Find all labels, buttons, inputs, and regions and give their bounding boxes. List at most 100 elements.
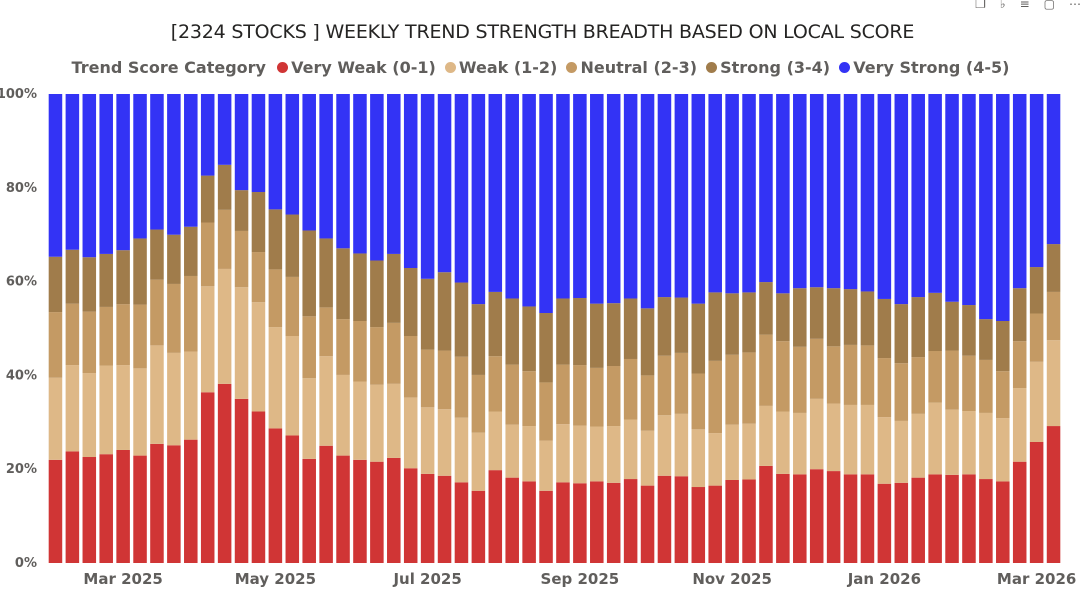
bar-segment[interactable] <box>167 94 181 235</box>
bar-segment[interactable] <box>1012 288 1027 342</box>
bar-segment[interactable] <box>200 175 215 223</box>
bar-segment[interactable] <box>437 94 452 273</box>
bar-segment[interactable] <box>539 382 553 441</box>
bar-segment[interactable] <box>776 411 790 474</box>
bar-segment[interactable] <box>979 319 993 360</box>
bar-segment[interactable] <box>234 287 249 399</box>
bar-segment[interactable] <box>793 288 807 347</box>
bar-segment[interactable] <box>1029 267 1044 314</box>
bar-segment[interactable] <box>657 415 672 476</box>
bar-segment[interactable] <box>48 256 63 313</box>
bar-segment[interactable] <box>928 292 942 352</box>
bar-segment[interactable] <box>251 411 266 563</box>
bar-segment[interactable] <box>150 229 164 280</box>
bar-segment[interactable] <box>945 409 959 475</box>
expand-icon[interactable]: ▢ <box>1043 0 1055 11</box>
bar-segment[interactable] <box>911 413 925 478</box>
bar-segment[interactable] <box>742 292 756 353</box>
bar-segment[interactable] <box>657 475 672 563</box>
bar-segment[interactable] <box>539 313 553 383</box>
bar-segment[interactable] <box>522 426 536 482</box>
bar-segment[interactable] <box>403 94 418 268</box>
bar-segment[interactable] <box>928 351 942 403</box>
bar-segment[interactable] <box>708 485 722 564</box>
bar-segment[interactable] <box>420 94 435 279</box>
bar-segment[interactable] <box>387 253 401 323</box>
bar-segment[interactable] <box>437 272 452 351</box>
bar-segment[interactable] <box>488 291 503 357</box>
bar-segment[interactable] <box>590 94 604 304</box>
bar-segment[interactable] <box>268 269 283 328</box>
bar-segment[interactable] <box>150 443 164 563</box>
bar-segment[interactable] <box>843 94 858 290</box>
bar-segment[interactable] <box>285 336 300 436</box>
bar-segment[interactable] <box>860 345 875 405</box>
bar-segment[interactable] <box>877 417 892 484</box>
bar-segment[interactable] <box>48 377 63 460</box>
bar-segment[interactable] <box>336 374 350 456</box>
bar-segment[interactable] <box>945 94 959 302</box>
bar-segment[interactable] <box>962 305 976 356</box>
bar-segment[interactable] <box>1029 313 1044 362</box>
bar-segment[interactable] <box>488 411 503 471</box>
bar-segment[interactable] <box>742 479 756 563</box>
bar-segment[interactable] <box>894 304 909 364</box>
bar-segment[interactable] <box>979 412 993 480</box>
bar-segment[interactable] <box>99 253 113 307</box>
bar-segment[interactable] <box>725 94 739 294</box>
bar-segment[interactable] <box>725 293 739 355</box>
bar-segment[interactable] <box>336 248 350 320</box>
bar-segment[interactable] <box>420 407 435 474</box>
bar-segment[interactable] <box>1012 94 1027 289</box>
bar-segment[interactable] <box>809 338 824 399</box>
bar-segment[interactable] <box>167 234 181 284</box>
bar-segment[interactable] <box>150 94 164 230</box>
bar-segment[interactable] <box>454 356 469 418</box>
bar-segment[interactable] <box>590 367 604 427</box>
bar-segment[interactable] <box>725 479 739 563</box>
bar-segment[interactable] <box>640 430 655 486</box>
bar-segment[interactable] <box>674 297 689 353</box>
bar-segment[interactable] <box>420 473 435 563</box>
bar-segment[interactable] <box>437 409 452 476</box>
bar-segment[interactable] <box>116 304 130 366</box>
bar-segment[interactable] <box>979 359 993 413</box>
bar-segment[interactable] <box>945 301 959 351</box>
bar-segment[interactable] <box>268 327 283 429</box>
bar-segment[interactable] <box>65 94 80 250</box>
bar-segment[interactable] <box>403 268 418 336</box>
bar-segment[interactable] <box>167 352 181 446</box>
bar-segment[interactable] <box>82 373 97 457</box>
bar-segment[interactable] <box>725 424 739 480</box>
bar-segment[interactable] <box>590 303 604 368</box>
bar-segment[interactable] <box>623 479 638 563</box>
bar-segment[interactable] <box>860 474 875 563</box>
bar-segment[interactable] <box>302 316 316 379</box>
bar-segment[interactable] <box>674 94 689 298</box>
bar-segment[interactable] <box>184 351 198 440</box>
bar-segment[interactable] <box>454 482 469 563</box>
bar-segment[interactable] <box>928 474 942 563</box>
bar-segment[interactable] <box>251 94 266 193</box>
bar-segment[interactable] <box>725 354 739 425</box>
bar-segment[interactable] <box>251 192 266 253</box>
bar-segment[interactable] <box>150 279 164 346</box>
bar-segment[interactable] <box>471 432 486 491</box>
bar-segment[interactable] <box>809 398 824 470</box>
bar-segment[interactable] <box>319 238 333 308</box>
bar-segment[interactable] <box>691 94 706 304</box>
bar-segment[interactable] <box>268 428 283 563</box>
bar-segment[interactable] <box>742 352 756 424</box>
bar-segment[interactable] <box>184 226 198 276</box>
bar-segment[interactable] <box>962 94 976 306</box>
bar-segment[interactable] <box>82 311 97 374</box>
bar-segment[interactable] <box>606 94 621 304</box>
bar-segment[interactable] <box>200 222 215 287</box>
bar-segment[interactable] <box>826 346 841 404</box>
bar-segment[interactable] <box>708 292 722 361</box>
bar-segment[interactable] <box>471 304 486 375</box>
bar-segment[interactable] <box>217 209 232 269</box>
bar-segment[interactable] <box>370 461 384 563</box>
bar-segment[interactable] <box>945 350 959 410</box>
bar-segment[interactable] <box>860 404 875 475</box>
